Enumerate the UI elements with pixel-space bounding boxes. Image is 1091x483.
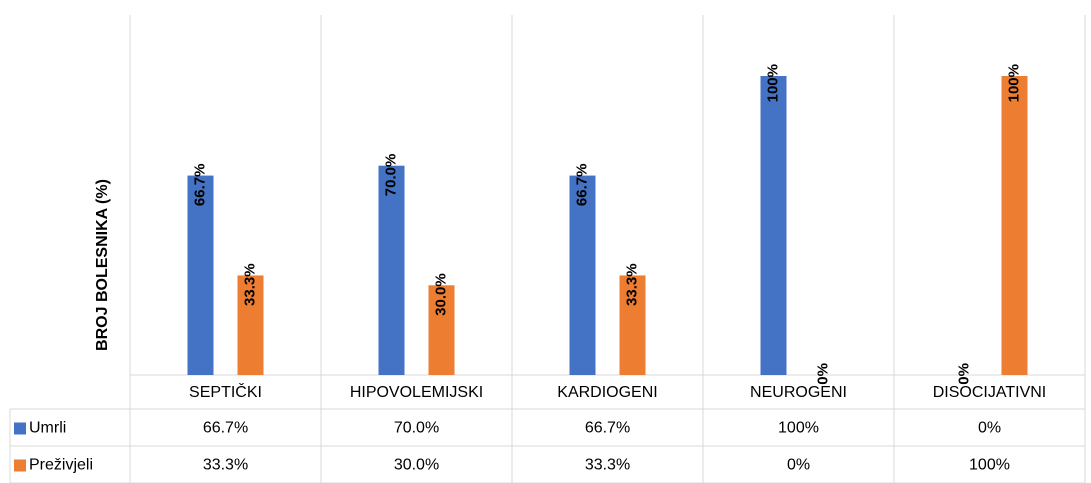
x-tick-label: NEUROGENI xyxy=(750,384,847,401)
legend-key xyxy=(14,422,26,435)
value-label: 100% xyxy=(764,64,781,102)
x-tick-label: HIPOVOLEMIJSKI xyxy=(350,384,483,401)
value-label: 33.3% xyxy=(623,263,640,306)
value-label: 0% xyxy=(955,363,972,385)
x-tick-label: DISOCIJATIVNI xyxy=(933,384,1047,401)
bar xyxy=(760,76,787,375)
bar xyxy=(1001,76,1028,375)
value-label: 0% xyxy=(814,363,831,385)
bar xyxy=(428,285,455,375)
table-cell: 33.3% xyxy=(203,457,248,474)
value-label: 100% xyxy=(1005,64,1022,102)
table-cell: 100% xyxy=(969,457,1010,474)
table-cell: 66.7% xyxy=(585,420,630,437)
table-cell: 70.0% xyxy=(394,420,439,437)
value-label: 66.7% xyxy=(191,164,208,207)
value-label: 70.0% xyxy=(382,154,399,197)
bar xyxy=(187,175,214,375)
x-tick-label: KARDIOGENI xyxy=(557,384,657,401)
table-cell: 33.3% xyxy=(585,457,630,474)
legend-key xyxy=(14,459,26,472)
legend-label: Preživjeli xyxy=(29,457,93,474)
table-cell: 100% xyxy=(778,420,819,437)
value-label: 33.3% xyxy=(241,263,258,306)
bar xyxy=(237,275,264,375)
value-label: 66.7% xyxy=(573,164,590,207)
y-axis-label: BROJ BOLESNIKA (%) xyxy=(94,179,111,351)
x-tick-label: SEPTIČKI xyxy=(189,382,262,401)
table-cell: 30.0% xyxy=(394,457,439,474)
legend-label: Umrli xyxy=(29,420,66,437)
bar xyxy=(378,165,405,375)
bar xyxy=(619,275,646,375)
value-label: 30.0% xyxy=(432,273,449,316)
table-cell: 0% xyxy=(787,457,810,474)
table-cell: 0% xyxy=(978,420,1001,437)
bar xyxy=(569,175,596,375)
table-cell: 66.7% xyxy=(203,420,248,437)
